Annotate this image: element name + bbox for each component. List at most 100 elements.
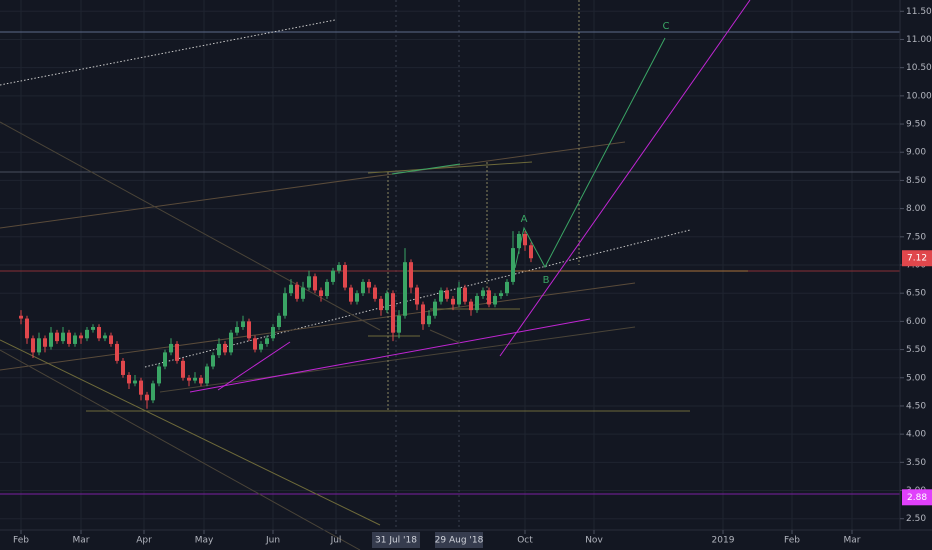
candle-body xyxy=(31,338,35,353)
candle-body xyxy=(97,327,101,339)
candle-body xyxy=(301,287,305,299)
candle-body xyxy=(349,287,353,302)
candle-body xyxy=(319,290,323,297)
price-axis xyxy=(900,0,932,550)
x-tick-label: Mar xyxy=(73,536,90,546)
y-tick-label: 9.00 xyxy=(906,148,926,158)
candle-body xyxy=(451,298,455,305)
candle-body xyxy=(499,293,503,297)
candle-body xyxy=(163,352,167,367)
candle-body xyxy=(151,383,155,401)
x-marker-label: 29 Aug '18 xyxy=(435,536,484,546)
wave-label: A xyxy=(521,214,528,225)
candle-body xyxy=(259,343,263,350)
y-tick-label: 4.50 xyxy=(906,401,926,411)
horizontal-line xyxy=(367,161,533,174)
trend-line xyxy=(0,121,381,331)
candle-body xyxy=(277,315,281,328)
x-tick-label: Jul xyxy=(330,536,342,546)
candle-body xyxy=(361,281,365,294)
trend-line xyxy=(189,318,591,393)
trend-line xyxy=(0,282,636,371)
candle-body xyxy=(295,284,299,299)
trend-line xyxy=(391,163,461,175)
trend-line xyxy=(217,341,291,391)
candle-body xyxy=(415,287,419,305)
candle-body xyxy=(427,315,431,325)
candle-body xyxy=(331,270,335,282)
wave-label: B xyxy=(543,275,550,286)
candle-body xyxy=(115,343,119,361)
candle-body xyxy=(487,290,491,305)
candle-body xyxy=(409,262,413,288)
candle-body xyxy=(37,338,41,353)
y-tick-label: 2.50 xyxy=(906,514,926,524)
candle-body xyxy=(493,296,497,305)
alert-tag xyxy=(902,489,932,506)
trend-line xyxy=(159,326,636,393)
candle-body xyxy=(307,276,311,288)
candle-body xyxy=(169,343,173,353)
candle-body xyxy=(217,343,221,356)
candle-body xyxy=(187,377,191,381)
y-tick-label: 4.00 xyxy=(906,430,926,440)
candle-body xyxy=(313,276,317,291)
trend-line xyxy=(0,19,336,86)
candle-body xyxy=(457,287,461,305)
candle-body xyxy=(343,265,347,288)
x-tick-label: Mar xyxy=(844,536,861,546)
x-tick-label: Oct xyxy=(517,536,533,546)
candle-body xyxy=(481,290,485,297)
x-tick-label: Feb xyxy=(13,536,29,546)
candle-body xyxy=(193,377,197,381)
x-tick-label: Apr xyxy=(136,536,152,546)
candle-body xyxy=(529,245,533,259)
candle-body xyxy=(157,366,161,384)
candle-body xyxy=(109,335,113,344)
y-tick-label: 8.50 xyxy=(906,176,926,186)
candle-body xyxy=(391,293,395,333)
x-tick-label: Nov xyxy=(585,536,603,546)
candle-body xyxy=(241,321,245,328)
candle-body xyxy=(19,315,23,319)
candle-body xyxy=(121,360,125,375)
trend-line xyxy=(0,141,626,229)
trend-line xyxy=(0,349,361,550)
candle-body xyxy=(181,360,185,378)
candle-body xyxy=(229,332,233,353)
candle-body xyxy=(199,377,203,384)
candle-body xyxy=(49,332,53,347)
x-tick-label: Feb xyxy=(784,536,800,546)
candle-body xyxy=(223,343,227,353)
candle-body xyxy=(247,321,251,339)
candle-body xyxy=(439,290,443,302)
trend-line xyxy=(0,339,381,526)
y-tick-label: 10.50 xyxy=(906,63,932,73)
trend-line xyxy=(429,329,461,344)
x-tick-label: Jun xyxy=(265,536,280,546)
y-tick-label: 5.50 xyxy=(906,345,926,355)
candle-body xyxy=(55,332,59,342)
candle-body xyxy=(235,327,239,333)
y-tick-label: 5.00 xyxy=(906,373,926,383)
candle-body xyxy=(511,248,515,282)
price-tag-label: 7.12 xyxy=(907,254,927,264)
y-tick-label: 7.50 xyxy=(906,232,926,242)
price-tag xyxy=(902,250,932,267)
candle-body xyxy=(43,338,47,347)
candle-body xyxy=(79,335,83,339)
candle-body xyxy=(25,318,29,339)
candle-body xyxy=(433,301,437,316)
candle-body xyxy=(211,355,215,367)
candle-body xyxy=(139,380,143,395)
axes: 2.503.003.504.004.505.005.506.006.507.00… xyxy=(13,7,932,548)
candle-body xyxy=(325,281,329,297)
candle-body xyxy=(61,332,65,342)
x-marker-label: 31 Jul '18 xyxy=(375,536,417,546)
x-tick-label: May xyxy=(195,536,214,546)
candle-body xyxy=(91,327,95,330)
candle-body xyxy=(145,394,149,401)
candle-body xyxy=(517,233,521,249)
candle-body xyxy=(403,262,407,316)
